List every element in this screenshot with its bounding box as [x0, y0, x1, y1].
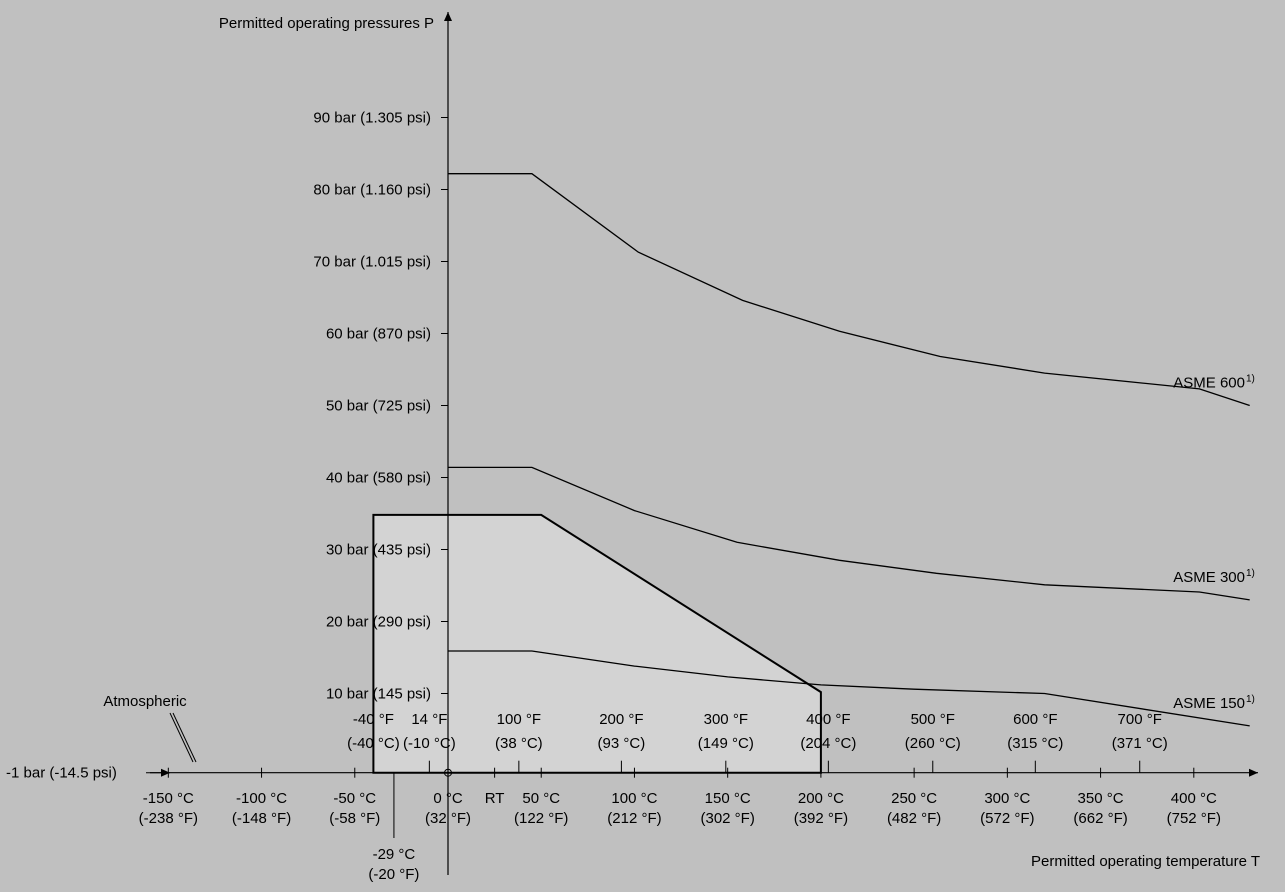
x-tick-f-label-7: 600 °F — [1013, 711, 1057, 728]
x-tick-c-label-6: 150 °C — [705, 790, 751, 807]
series-label-asme-600: ASME 600 — [1173, 375, 1245, 392]
x-tick-c-sublabel-0: (-238 °F) — [139, 810, 198, 827]
x-tick-c-sublabel-4: (122 °F) — [514, 810, 568, 827]
x-tick-f-label-8: 700 °F — [1118, 711, 1162, 728]
y-tick-label-3: 40 bar (580 psi) — [326, 470, 431, 487]
x-tick-c-label-2: -50 °C — [333, 790, 376, 807]
x-axis-title: Permitted operating temperature T — [1031, 853, 1260, 870]
x-tick-c-sublabel-1: (-148 °F) — [232, 810, 291, 827]
y-tick-label-1: 20 bar (290 psi) — [326, 614, 431, 631]
series-label-asme-300: ASME 300 — [1173, 569, 1245, 586]
atmospheric-pointer — [169, 712, 194, 763]
minus-29-label-celsius: -29 °C — [373, 846, 416, 863]
x-tick-c-label-1: -100 °C — [236, 790, 287, 807]
y-tick-label-4: 50 bar (725 psi) — [326, 398, 431, 415]
x-tick-f-label-5: 400 °F — [806, 711, 850, 728]
x-tick-f-sublabel-7: (315 °C) — [1007, 735, 1063, 752]
x-tick-c-sublabel-10: (662 °F) — [1073, 810, 1127, 827]
x-tick-f-sublabel-5: (204 °C) — [800, 735, 856, 752]
x-tick-f-sublabel-4: (149 °C) — [698, 735, 754, 752]
series-line-asme-600 — [448, 173, 1250, 407]
x-tick-c-sublabel-7: (392 °F) — [794, 810, 848, 827]
x-tick-c-label-9: 300 °C — [984, 790, 1030, 807]
rt-label: RT — [485, 790, 505, 807]
x-tick-c-sublabel-5: (212 °F) — [607, 810, 661, 827]
x-tick-f-sublabel-3: (93 °C) — [598, 735, 646, 752]
x-tick-f-label-1: 14 °F — [411, 711, 447, 728]
x-tick-c-sublabel-8: (482 °F) — [887, 810, 941, 827]
series-label-asme-150: ASME 150 — [1173, 695, 1245, 712]
series-line-asme-150 — [448, 650, 1250, 727]
x-tick-f-sublabel-1: (-10 °C) — [403, 735, 456, 752]
atmospheric-label: Atmospheric — [103, 693, 187, 710]
y-tick-label-0: 10 bar (145 psi) — [326, 686, 431, 703]
y-axis-ticks: 10 bar (145 psi) 20 bar (290 psi) 30 bar (… — [313, 110, 448, 703]
x-axis-celsius-ticks: -150 °C (-238 °F) -100 °C (-148 °F) -50 °C (-… — [139, 767, 1221, 827]
x-tick-f-sublabel-0: (-40 °C) — [347, 735, 400, 752]
y-tick-label-6: 70 bar (1.015 psi) — [313, 254, 431, 271]
x-tick-f-sublabel-8: (371 °C) — [1112, 735, 1168, 752]
x-tick-c-label-8: 250 °C — [891, 790, 937, 807]
series-footnote-asme-150: 1) — [1246, 694, 1255, 705]
series-footnote-asme-300: 1) — [1246, 568, 1255, 579]
x-tick-f-label-3: 200 °F — [599, 711, 643, 728]
x-tick-f-sublabel-2: (38 °C) — [495, 735, 543, 752]
y-axis-title: Permitted operating pressures P — [219, 15, 434, 32]
series-line-asme-300 — [448, 466, 1250, 601]
series-lines: ASME 600 1)ASME 300 1)ASME 150 1) — [448, 173, 1255, 727]
y-bottom-label: -1 bar (-14.5 psi) — [6, 765, 117, 782]
y-tick-label-2: 30 bar (435 psi) — [326, 542, 431, 559]
y-tick-label-8: 90 bar (1.305 psi) — [313, 110, 431, 127]
x-tick-f-label-4: 300 °F — [704, 711, 748, 728]
x-tick-c-label-0: -150 °C — [143, 790, 194, 807]
series-footnote-asme-600: 1) — [1246, 374, 1255, 385]
x-tick-c-label-4: 50 °C — [522, 790, 560, 807]
x-tick-c-label-10: 350 °C — [1078, 790, 1124, 807]
x-tick-c-sublabel-9: (572 °F) — [980, 810, 1034, 827]
origin-marker — [444, 768, 452, 777]
x-tick-c-label-11: 400 °C — [1171, 790, 1217, 807]
x-tick-c-sublabel-11: (752 °F) — [1167, 810, 1221, 827]
x-tick-f-label-2: 100 °F — [497, 711, 541, 728]
x-tick-c-label-5: 100 °C — [611, 790, 657, 807]
atmospheric-pointer-2 — [172, 712, 197, 763]
minus-29-label-fahrenheit: (-20 °F) — [368, 866, 419, 883]
x-tick-c-sublabel-2: (-58 °F) — [329, 810, 380, 827]
x-tick-f-sublabel-6: (260 °C) — [905, 735, 961, 752]
x-tick-f-label-0: -40 °F — [353, 711, 394, 728]
x-tick-f-label-6: 500 °F — [911, 711, 955, 728]
x-tick-c-sublabel-6: (302 °F) — [700, 810, 754, 827]
x-axis-fahrenheit-ticks: -40 °F (-40 °C) 14 °F (-10 °C) 100 °F (38 °C)… — [347, 711, 1168, 773]
y-tick-label-5: 60 bar (870 psi) — [326, 326, 431, 343]
x-tick-c-label-7: 200 °C — [798, 790, 844, 807]
y-tick-label-7: 80 bar (1.160 psi) — [313, 182, 431, 199]
